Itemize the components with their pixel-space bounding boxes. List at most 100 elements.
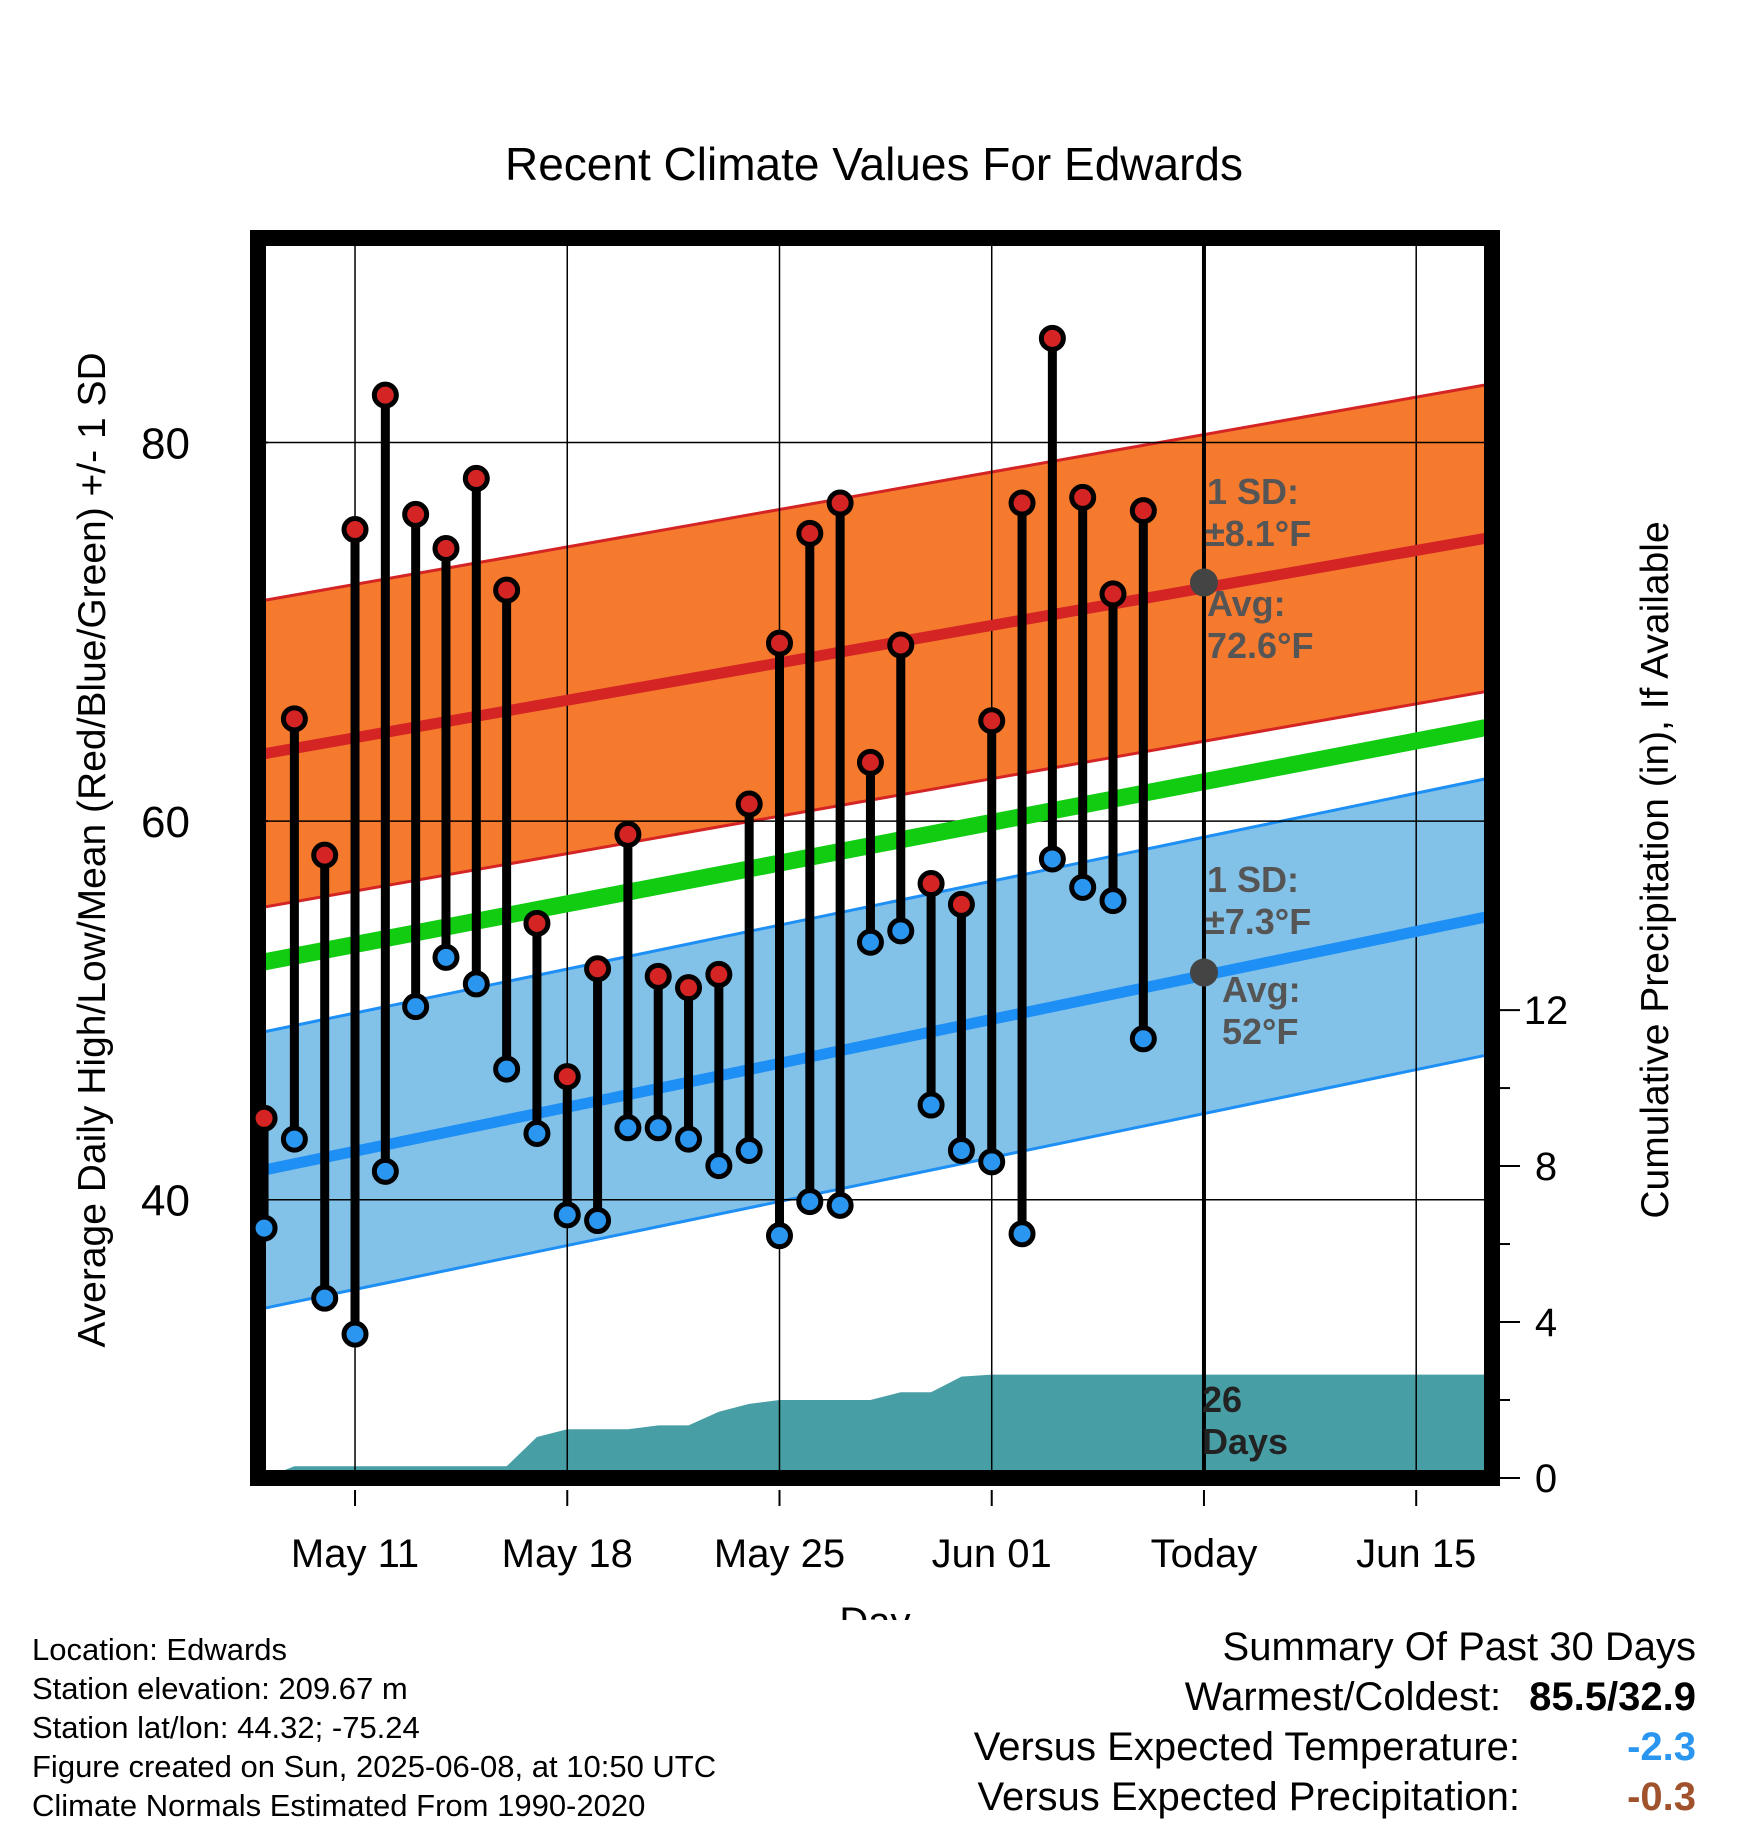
temp-departure-value: -2.3 (1627, 1725, 1696, 1769)
low-avg-label: Avg: (1222, 969, 1301, 1010)
y-tick-label: 40 (141, 1177, 190, 1226)
low-band-lower-edge (266, 1054, 1484, 1310)
low-sd-value: ±7.3°F (1205, 901, 1311, 942)
temp-departure-label: Versus Expected Temperature: (973, 1725, 1520, 1769)
high-sd-label: 1 SD: (1207, 471, 1299, 512)
daily-high-point (280, 705, 308, 733)
x-axis-label: Day (839, 1600, 910, 1620)
daily-low-point (735, 1136, 763, 1164)
daily-low-point (432, 943, 460, 971)
temp-departure-row: Versus Expected Temperature: -2.3 (974, 1722, 1696, 1772)
daily-low-point (675, 1125, 703, 1153)
data-marks (250, 324, 1157, 1348)
daily-high-point (1099, 580, 1127, 608)
high-avg-label: Avg: (1207, 583, 1286, 624)
daily-high-point (796, 519, 824, 547)
daily-high-point (1129, 497, 1157, 525)
daily-high-point (614, 820, 642, 848)
x-tick-label: Jun 01 (932, 1532, 1052, 1576)
warmest-coldest-value: 85.5/32.9 (1529, 1675, 1696, 1719)
daily-high-point (341, 516, 369, 544)
daily-low-point (523, 1119, 551, 1147)
daily-low-point (553, 1201, 581, 1229)
warmest-coldest-row: Warmest/Coldest: 85.5/32.9 (974, 1672, 1696, 1722)
daily-low-point (614, 1114, 642, 1142)
daily-high-point (887, 631, 915, 659)
high-sd-value: ±8.1°F (1205, 513, 1311, 554)
daily-low-point (887, 917, 915, 945)
daily-low-point (584, 1207, 612, 1235)
precip-departure-label: Versus Expected Precipitation: (977, 1775, 1520, 1819)
x-tick-label: May 18 (502, 1532, 633, 1576)
y2-tick-label: 4 (1535, 1301, 1557, 1345)
days-count: 26 (1202, 1379, 1242, 1420)
daily-high-point (675, 974, 703, 1002)
daily-low-point (1129, 1025, 1157, 1053)
warmest-coldest-label: Warmest/Coldest: (1184, 1675, 1502, 1719)
daily-high-point (978, 707, 1006, 735)
normals-text: Climate Normals Estimated From 1990-2020 (32, 1788, 646, 1823)
location-text: Location: Edwards (32, 1632, 288, 1667)
daily-high-point (432, 534, 460, 562)
high-avg-value: 72.6°F (1207, 625, 1313, 666)
cumulative-precip-area (284, 1374, 1484, 1470)
daily-low-point (856, 928, 884, 956)
daily-high-point (371, 381, 399, 409)
y2-tick-label: 0 (1535, 1457, 1557, 1501)
daily-high-point (462, 464, 490, 492)
daily-high-point (402, 500, 430, 528)
y2-axis-label: Cumulative Precipitation (in), If Availa… (1634, 521, 1677, 1218)
daily-low-point (462, 970, 490, 998)
daily-high-point (493, 576, 521, 604)
y-axis-label: Average Daily High/Low/Mean (Red/Blue/Gr… (71, 352, 114, 1347)
low-band-upper-edge (266, 777, 1484, 1033)
normal-high-line (266, 532, 1484, 759)
normal-low-line (266, 911, 1484, 1176)
daily-low-point (705, 1152, 733, 1180)
daily-low-point (765, 1222, 793, 1250)
daily-low-point (644, 1114, 672, 1142)
x-tick-label: May 25 (714, 1532, 845, 1576)
y2-tick-label: 8 (1535, 1145, 1557, 1189)
x-tick-label: Today (1151, 1532, 1258, 1576)
daily-low-point (947, 1136, 975, 1164)
y-tick-label: 60 (141, 798, 190, 847)
summary-panel: Summary Of Past 30 Days Warmest/Coldest:… (974, 1622, 1696, 1822)
x-tick-label: May 11 (291, 1532, 419, 1576)
high-avg-marker (1189, 568, 1218, 597)
daily-high-point (1038, 324, 1066, 352)
daily-low-point (1069, 873, 1097, 901)
daily-high-point (523, 909, 551, 937)
daily-low-point (250, 1214, 278, 1242)
climate-chart: Recent Climate Values For Edwards 406080… (71, 138, 1677, 1620)
daily-low-point (402, 993, 430, 1021)
daily-high-point (735, 790, 763, 818)
daily-low-point (978, 1148, 1006, 1176)
created-text: Figure created on Sun, 2025-06-08, at 10… (32, 1749, 717, 1784)
axes: 40 60 80 0 4 8 12 May 11 May 18 May 25 Jun 01 Today… (141, 230, 1569, 1576)
low-avg-marker (1189, 958, 1218, 987)
daily-low-point (280, 1125, 308, 1153)
y2-tick-label: 12 (1524, 989, 1569, 1033)
daily-high-point (856, 748, 884, 776)
daily-low-point (796, 1188, 824, 1216)
daily-low-point (493, 1055, 521, 1083)
daily-high-point (644, 962, 672, 990)
x-tick-label: Jun 15 (1356, 1532, 1476, 1576)
daily-high-point (917, 870, 945, 898)
precip-departure-row: Versus Expected Precipitation: -0.3 (974, 1772, 1696, 1822)
summary-title: Summary Of Past 30 Days (1222, 1625, 1696, 1669)
daily-high-point (553, 1063, 581, 1091)
days-label: Days (1202, 1421, 1288, 1462)
plot-frame (250, 230, 1500, 1486)
high-band-upper-edge (266, 383, 1484, 602)
daily-high-point (311, 841, 339, 869)
daily-low-point (371, 1157, 399, 1185)
daily-low-point (826, 1191, 854, 1219)
low-avg-value: 52°F (1222, 1011, 1298, 1052)
daily-high-point (947, 890, 975, 918)
daily-high-point (1069, 483, 1097, 511)
daily-high-point (705, 960, 733, 988)
normal-mean-line (266, 719, 1484, 971)
